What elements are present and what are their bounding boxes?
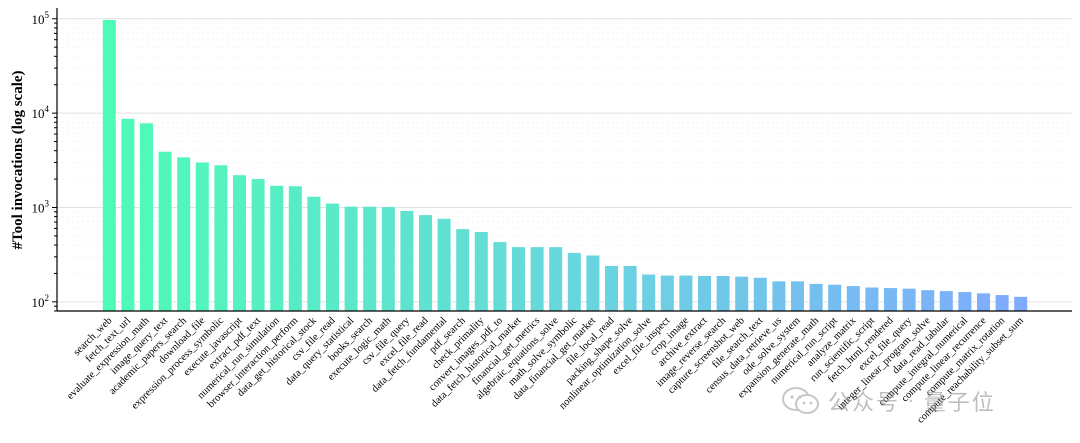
- y-axis-label: #Tool invocations (log scale): [10, 70, 26, 249]
- bar-academic_papers_search: [177, 157, 191, 311]
- bar-books_search: [363, 206, 377, 311]
- bar-expansion_generate_math: [809, 283, 823, 311]
- bar-expression_process_symbolic: [214, 165, 228, 311]
- bar-convert_images_pdf_to: [493, 242, 507, 311]
- bar-fetch_html_rendered: [883, 288, 898, 311]
- bar-analyze_matrix: [846, 286, 860, 311]
- bar-file_search_text: [753, 277, 767, 311]
- bar-search_web: [102, 20, 116, 312]
- bar-compute_reachability_subset_sum: [1014, 296, 1028, 311]
- bar-image_reverse_search: [716, 275, 730, 311]
- bar-execute_javascript: [232, 175, 247, 311]
- watermark-name: 量子位: [923, 391, 996, 416]
- watermark-separator: ·: [908, 390, 916, 412]
- bar-extract_pdf_text: [251, 179, 265, 311]
- bar-data_fetch_fundamental: [437, 218, 451, 311]
- watermark: 公众号 · 量子位: [782, 378, 1062, 424]
- bar-excel_file_inspect: [660, 275, 674, 311]
- y-tick-label: 103: [32, 198, 50, 215]
- bar-excel_file_read: [418, 215, 433, 311]
- bar-compute_integral_numerical: [958, 292, 972, 311]
- bar-data_financial_get_market: [586, 255, 600, 311]
- bar-csv_file_query: [400, 210, 414, 311]
- y-tick-labels: 102 103 104 105: [32, 10, 50, 310]
- bar-data_read_tabular: [939, 291, 953, 311]
- bar-run_scientific_script: [865, 287, 879, 311]
- bar-fetch_text_url: [121, 118, 135, 311]
- bar-download_file: [195, 162, 209, 311]
- bar-ode_solve_system: [790, 281, 805, 311]
- bar-pdf_search: [456, 229, 470, 311]
- bar-check_primality: [474, 231, 488, 311]
- bar-image_query_text: [158, 151, 172, 311]
- bar-numerical_run_simulation: [270, 185, 284, 311]
- bar-crop_image: [679, 275, 693, 311]
- bar-evaluate_expression_math: [139, 123, 154, 311]
- bar-data_query_statistical: [344, 206, 358, 311]
- bar-math_solve_symbolic: [567, 252, 581, 311]
- bar-series: [102, 20, 1028, 312]
- axes: [52, 8, 1072, 312]
- bar-nonlinear_optimization_solve: [642, 274, 656, 311]
- bar-browser_interaction_perform: [288, 186, 302, 311]
- wechat-icon: [782, 387, 819, 414]
- bar-data_get_historical_stock: [307, 196, 321, 311]
- bar-csv_file_read: [325, 203, 340, 311]
- bar-algebraic_equations_solve: [549, 247, 563, 311]
- bar-integer_linear_program_solve: [921, 290, 935, 311]
- watermark-source: 公众号: [828, 391, 901, 416]
- bar-census_data_retrieve_us: [772, 281, 786, 311]
- bar-numerical_run_script: [828, 284, 842, 311]
- y-tick-label: 102: [32, 293, 50, 310]
- bar-data_fetch_historical_market: [511, 247, 526, 311]
- bar-execute_logic_math: [381, 207, 395, 311]
- y-tick-label: 104: [32, 104, 50, 121]
- bar-excel_file_query: [902, 288, 916, 311]
- bar-compute_linear_recurrence: [976, 293, 991, 311]
- bar-archive_extract: [697, 275, 712, 311]
- grid-lines: [57, 18, 1072, 312]
- bar-financial_get_metrics: [530, 247, 544, 311]
- y-tick-label: 105: [32, 10, 50, 27]
- bar-file_local_read: [604, 265, 619, 311]
- bar-packing_shape_solve: [623, 265, 637, 311]
- bar-compute_matrix_rotation: [995, 295, 1009, 311]
- bar-capture_screenshot_web: [735, 276, 749, 311]
